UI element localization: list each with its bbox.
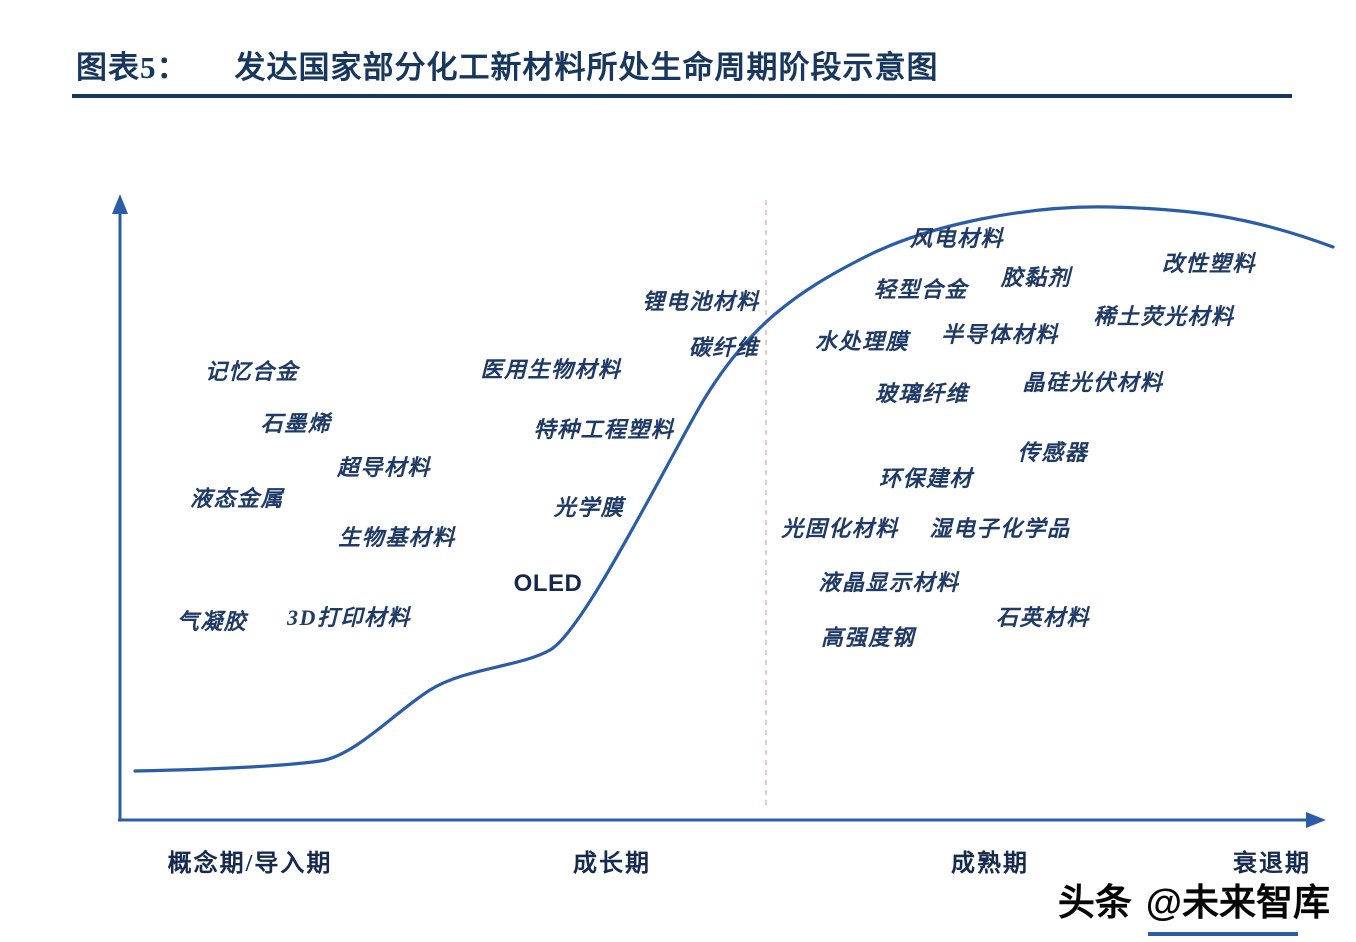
material-label: 生物基材料 — [338, 525, 456, 550]
figure-label: 图表5： — [76, 50, 189, 85]
material-label: OLED — [513, 570, 583, 597]
material-label: 液晶显示材料 — [818, 570, 960, 595]
material-label: 半导体材料 — [941, 322, 1059, 347]
material-label: 玻璃纤维 — [874, 381, 970, 406]
material-label: 湿电子化学品 — [929, 516, 1071, 541]
stage-label: 成长期 — [573, 851, 651, 877]
toutiao-brand: 头条 — [1057, 882, 1132, 923]
chart-title: 发达国家部分化工新材料所处生命周期阶段示意图 — [234, 50, 939, 85]
material-label: 碳纤维 — [688, 335, 760, 360]
material-label: 超导材料 — [336, 455, 432, 480]
y-axis-arrow-icon — [112, 194, 128, 214]
material-label: 水处理膜 — [814, 329, 910, 354]
material-label: 锂电池材料 — [642, 289, 760, 314]
material-label: 石英材料 — [995, 605, 1091, 630]
material-label: 改性塑料 — [1161, 251, 1257, 276]
watermark: 头条 @未来智库 — [1058, 872, 1330, 926]
material-label: 石墨烯 — [260, 411, 332, 436]
material-label: 液态金属 — [189, 486, 285, 511]
material-label: 光学膜 — [553, 495, 625, 520]
material-label: 气凝胶 — [176, 609, 248, 634]
material-label: 稀土荧光材料 — [1093, 304, 1235, 329]
material-label: 3D打印材料 — [287, 605, 411, 630]
chart-header: 图表5： 发达国家部分化工新材料所处生命周期阶段示意图 — [76, 42, 939, 87]
material-label: 记忆合金 — [204, 359, 300, 384]
lifecycle-curve — [133, 205, 1335, 773]
stage-label: 概念期/导入期 — [167, 851, 333, 877]
material-label: 风电材料 — [909, 226, 1005, 251]
material-label: 环保建材 — [878, 466, 974, 491]
material-label: 特种工程塑料 — [533, 417, 675, 442]
material-label: 光固化材料 — [781, 516, 899, 541]
material-label: 胶黏剂 — [1000, 265, 1072, 290]
material-label: 传感器 — [1017, 440, 1089, 465]
material-label: 轻型合金 — [873, 277, 969, 302]
material-label: 晶硅光伏材料 — [1022, 370, 1164, 395]
stage-label: 成熟期 — [951, 851, 1029, 877]
header-underline — [72, 94, 1292, 98]
stage-label: 衰退期 — [1233, 851, 1311, 877]
watermark-handle: @未来智库 — [1145, 882, 1330, 923]
material-label: 高强度钢 — [820, 625, 916, 650]
material-label: 医用生物材料 — [480, 357, 622, 382]
watermark-underline — [1148, 932, 1298, 936]
x-axis-arrow-icon — [1306, 812, 1326, 828]
